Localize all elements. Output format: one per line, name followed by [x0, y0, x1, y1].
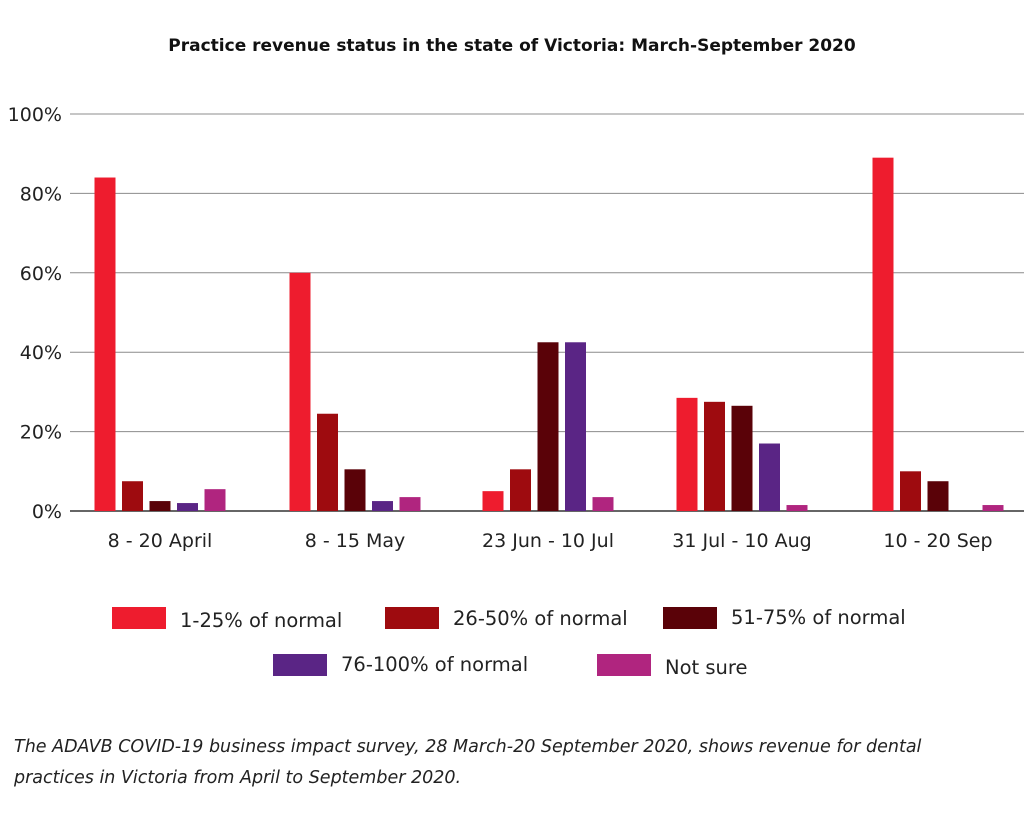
bar — [122, 481, 143, 511]
bar — [900, 471, 921, 511]
legend-swatch — [597, 654, 651, 676]
bar — [399, 497, 421, 511]
y-tick-label: 60% — [20, 263, 62, 285]
bar — [510, 469, 531, 511]
bar — [289, 272, 311, 511]
x-axis: 8 - 20 April 8 - 15 May 23 Jun - 10 Jul 31 … — [108, 530, 993, 552]
y-tick-label: 100% — [8, 104, 62, 126]
bar — [149, 501, 171, 511]
y-tick-label: 80% — [20, 183, 62, 205]
bar — [537, 342, 559, 511]
bar — [982, 505, 1004, 511]
bar — [704, 401, 725, 511]
x-tick-label: 8 - 20 April — [108, 530, 213, 552]
bar — [372, 501, 393, 511]
legend: 1-25% of normal 26-50% of normal 51-75% of… — [112, 606, 906, 679]
legend-swatch — [273, 654, 327, 676]
bar — [565, 342, 586, 511]
y-tick-label: 40% — [20, 342, 62, 364]
bar — [94, 177, 116, 511]
bar — [786, 505, 808, 511]
bar — [204, 489, 226, 511]
x-tick-label: 10 - 20 Sep — [883, 530, 992, 552]
bar — [872, 157, 894, 512]
bar — [731, 405, 753, 511]
x-tick-label: 23 Jun - 10 Jul — [482, 530, 614, 552]
bar — [177, 503, 198, 511]
bar-chart: 0% 20% 40% 60% 80% 100% 8 - 20 April 8 - 15 Ma… — [8, 104, 1024, 679]
legend-label: 26-50% of normal — [453, 607, 628, 630]
bars — [94, 157, 1004, 512]
bar — [482, 491, 504, 511]
x-tick-label: 8 - 15 May — [305, 530, 406, 552]
y-axis: 0% 20% 40% 60% 80% 100% — [8, 104, 62, 523]
legend-swatch — [663, 607, 717, 629]
y-tick-label: 20% — [20, 422, 62, 444]
bar — [676, 397, 698, 511]
y-tick-label: 0% — [32, 501, 62, 523]
x-tick-label: 31 Jul - 10 Aug — [672, 530, 811, 552]
bar — [927, 481, 949, 511]
legend-swatch — [112, 607, 166, 629]
legend-label: 1-25% of normal — [180, 609, 342, 632]
bar — [592, 497, 614, 511]
bar — [344, 469, 366, 511]
bar — [317, 413, 338, 511]
figure-caption: The ADAVB COVID-19 business impact surve… — [14, 737, 922, 788]
bar — [759, 443, 780, 511]
legend-swatch — [385, 607, 439, 629]
legend-label: 51-75% of normal — [731, 606, 906, 629]
legend-label: Not sure — [665, 656, 747, 679]
legend-label: 76-100% of normal — [341, 653, 528, 676]
chart-title: Practice revenue status in the state of … — [168, 36, 856, 56]
